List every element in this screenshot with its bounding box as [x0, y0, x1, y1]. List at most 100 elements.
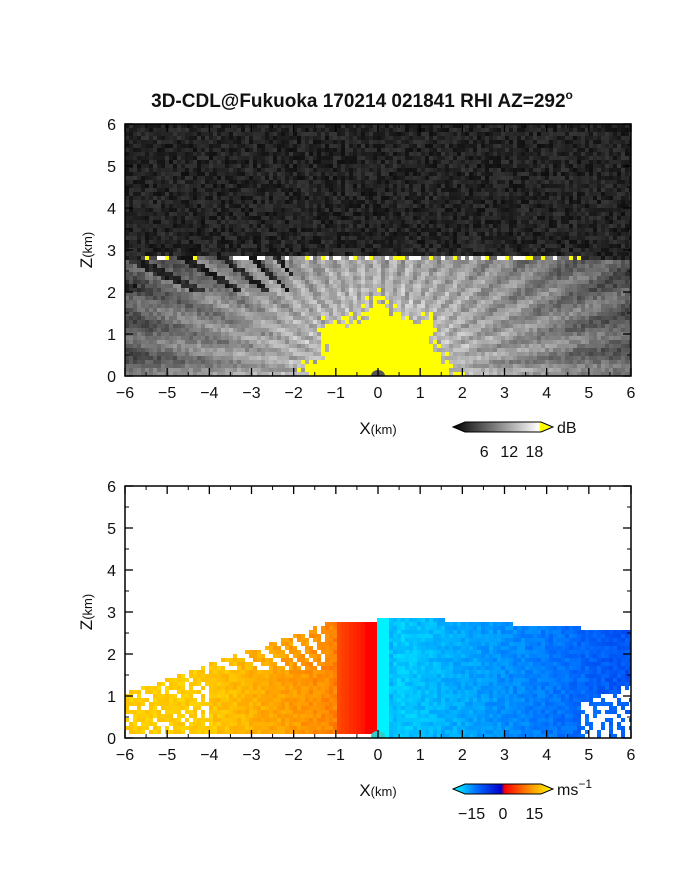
field-cell	[353, 240, 357, 244]
field-cell	[473, 276, 477, 280]
field-cell	[485, 156, 489, 160]
field-cell	[325, 244, 329, 248]
field-cell	[273, 228, 277, 232]
field-cell	[145, 228, 149, 232]
field-cell	[205, 180, 209, 184]
field-cell	[469, 268, 473, 272]
field-cell	[185, 200, 189, 204]
field-cell	[341, 264, 345, 268]
field-cell	[457, 196, 461, 200]
field-cell	[153, 192, 157, 196]
field-cell	[341, 128, 345, 132]
field-cell	[373, 204, 377, 208]
field-cell	[329, 236, 333, 240]
field-cell	[601, 132, 605, 136]
field-cell	[589, 268, 593, 272]
field-cell	[517, 244, 521, 248]
field-cell	[509, 236, 513, 240]
field-cell	[285, 128, 289, 132]
field-cell	[261, 212, 265, 216]
field-cell	[357, 148, 361, 152]
field-cell	[137, 124, 141, 128]
field-cell	[601, 188, 605, 192]
field-cell	[397, 132, 401, 136]
field-cell	[581, 176, 585, 180]
field-cell	[145, 224, 149, 228]
field-cell	[413, 232, 417, 236]
field-cell	[533, 272, 537, 276]
field-cell	[541, 148, 545, 152]
field-cell	[561, 172, 565, 176]
field-cell	[625, 172, 629, 176]
field-cell	[325, 240, 329, 244]
field-cell	[557, 220, 561, 224]
field-cell	[473, 220, 477, 224]
field-cell	[377, 124, 381, 128]
field-cell	[497, 204, 501, 208]
field-cell	[469, 240, 473, 244]
field-cell	[213, 252, 217, 256]
field-cell	[269, 212, 273, 216]
field-cell	[193, 164, 197, 168]
field-cell	[517, 232, 521, 236]
field-cell	[417, 212, 421, 216]
field-cell	[357, 176, 361, 180]
field-cell	[529, 272, 533, 276]
field-cell	[425, 236, 429, 240]
field-cell	[157, 180, 161, 184]
field-cell	[525, 128, 529, 132]
field-cell	[585, 156, 589, 160]
field-cell	[277, 144, 281, 148]
field-cell	[301, 184, 305, 188]
field-cell	[197, 280, 201, 284]
field-cell	[617, 152, 621, 156]
field-cell	[517, 136, 521, 140]
field-cell	[269, 160, 273, 164]
field-cell	[417, 228, 421, 232]
field-cell	[229, 280, 233, 284]
field-cell	[265, 256, 269, 260]
field-cell	[445, 136, 449, 140]
field-cell	[413, 176, 417, 180]
field-cell	[197, 176, 201, 180]
field-cell	[205, 164, 209, 168]
field-cell	[565, 184, 569, 188]
field-cell	[629, 260, 631, 264]
field-cell	[521, 260, 525, 264]
field-cell	[361, 132, 365, 136]
field-cell	[153, 204, 157, 208]
field-cell	[473, 148, 477, 152]
field-cell	[365, 220, 369, 224]
field-cell	[525, 164, 529, 168]
field-cell	[225, 276, 229, 280]
field-cell	[445, 200, 449, 204]
field-cell	[357, 244, 361, 248]
field-cell	[529, 244, 533, 248]
field-cell	[245, 216, 249, 220]
field-cell	[261, 248, 265, 252]
field-cell	[285, 144, 289, 148]
field-cell	[129, 192, 133, 196]
field-cell	[373, 276, 377, 280]
field-cell	[293, 212, 297, 216]
field-cell	[269, 172, 273, 176]
field-cell	[621, 184, 625, 188]
field-cell	[473, 132, 477, 136]
field-cell	[485, 220, 489, 224]
field-cell	[393, 196, 397, 200]
field-cell	[517, 168, 521, 172]
field-cell	[249, 192, 253, 196]
field-cell	[477, 156, 481, 160]
field-cell	[345, 140, 349, 144]
field-cell	[125, 124, 129, 128]
field-cell	[317, 128, 321, 132]
field-cell	[457, 236, 461, 240]
field-cell	[269, 216, 273, 220]
field-cell	[145, 160, 149, 164]
field-cell	[549, 252, 553, 256]
field-cell	[453, 160, 457, 164]
field-cell	[481, 236, 485, 240]
field-cell	[433, 232, 437, 236]
field-cell	[157, 236, 161, 240]
field-cell	[489, 264, 493, 268]
